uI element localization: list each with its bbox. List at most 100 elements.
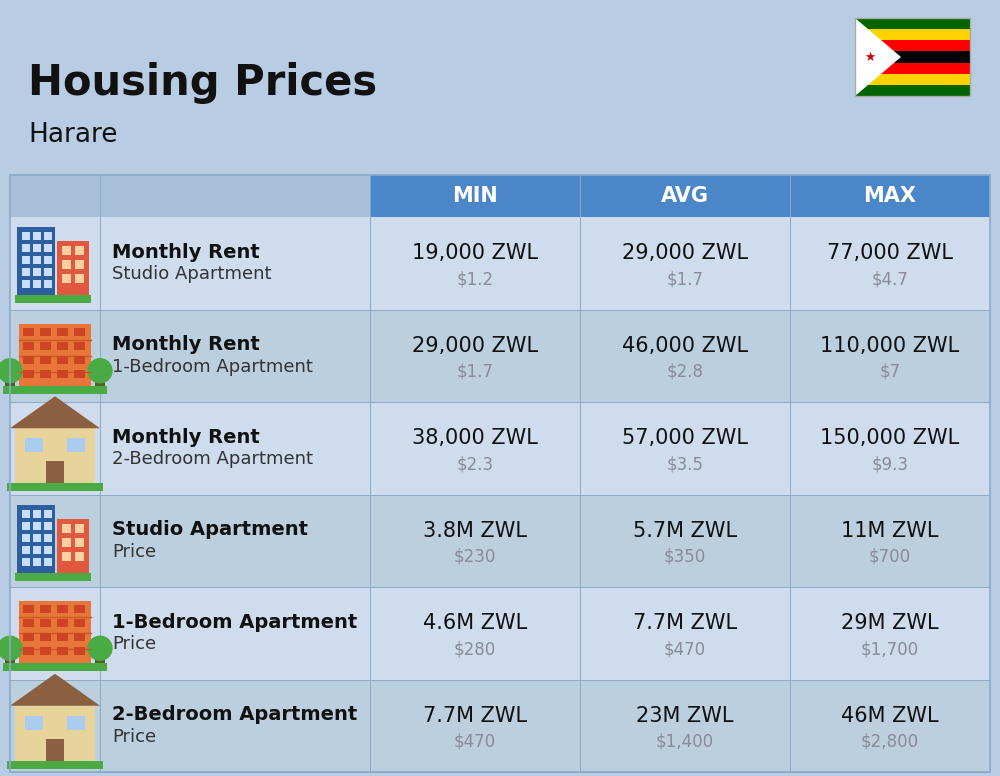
Text: MIN: MIN	[452, 186, 498, 206]
Text: $2,800: $2,800	[861, 733, 919, 750]
Bar	[10, 494, 990, 587]
Text: 38,000 ZWL: 38,000 ZWL	[412, 428, 538, 449]
Bar	[33, 534, 41, 542]
Bar	[33, 546, 41, 554]
Text: Harare: Harare	[28, 122, 118, 148]
Bar	[5, 374, 15, 388]
Bar	[7, 760, 103, 769]
Bar	[17, 504, 55, 573]
Bar	[855, 74, 970, 85]
Bar	[75, 246, 84, 255]
Text: $9.3: $9.3	[872, 456, 908, 473]
Text: 2-Bedroom Apartment: 2-Bedroom Apartment	[112, 450, 313, 469]
Text: $700: $700	[869, 548, 911, 566]
Bar	[57, 633, 68, 641]
Text: MAX: MAX	[864, 186, 916, 206]
Text: $1,700: $1,700	[861, 640, 919, 658]
Bar	[40, 605, 51, 613]
Bar	[44, 244, 52, 252]
Bar	[44, 521, 52, 530]
Bar	[33, 280, 41, 288]
Bar	[33, 256, 41, 265]
Bar	[46, 739, 64, 760]
Bar	[10, 217, 990, 310]
Circle shape	[88, 636, 112, 660]
Bar	[23, 327, 34, 336]
Text: Price: Price	[112, 636, 156, 653]
Bar	[19, 601, 91, 665]
Bar	[74, 605, 85, 613]
Text: 46,000 ZWL: 46,000 ZWL	[622, 336, 748, 355]
Text: $1,400: $1,400	[656, 733, 714, 750]
Bar	[33, 521, 41, 530]
Bar	[580, 175, 790, 217]
Bar	[95, 651, 105, 665]
Bar	[57, 647, 68, 655]
Bar	[10, 680, 990, 772]
Circle shape	[88, 359, 112, 383]
Bar	[67, 438, 85, 452]
Bar	[40, 633, 51, 641]
Bar	[22, 256, 30, 265]
Polygon shape	[855, 18, 901, 96]
Bar	[46, 461, 64, 483]
Bar	[15, 428, 95, 483]
Text: $2.3: $2.3	[456, 456, 494, 473]
Bar	[17, 227, 55, 295]
Text: 2-Bedroom Apartment: 2-Bedroom Apartment	[112, 705, 357, 724]
Text: Studio Apartment: Studio Apartment	[112, 265, 272, 283]
Text: $1.7: $1.7	[666, 270, 704, 288]
Bar	[62, 552, 71, 561]
Bar	[57, 241, 89, 295]
Text: $7: $7	[879, 362, 901, 381]
Bar	[33, 244, 41, 252]
Bar	[57, 327, 68, 336]
Bar	[22, 510, 30, 518]
Text: 1-Bedroom Apartment: 1-Bedroom Apartment	[112, 358, 313, 376]
Text: 4.6M ZWL: 4.6M ZWL	[423, 613, 527, 633]
Bar	[855, 18, 970, 29]
Bar	[19, 324, 91, 388]
Text: 19,000 ZWL: 19,000 ZWL	[412, 243, 538, 263]
Bar	[23, 619, 34, 627]
Text: 110,000 ZWL: 110,000 ZWL	[820, 336, 960, 355]
Bar	[855, 51, 970, 63]
Bar	[40, 647, 51, 655]
Bar	[33, 268, 41, 276]
Bar	[44, 558, 52, 566]
Bar	[25, 438, 43, 452]
Bar	[40, 369, 51, 378]
Text: 46M ZWL: 46M ZWL	[841, 705, 939, 726]
Bar	[33, 510, 41, 518]
Bar	[75, 260, 84, 269]
Text: 77,000 ZWL: 77,000 ZWL	[827, 243, 953, 263]
Text: 3.8M ZWL: 3.8M ZWL	[423, 521, 527, 541]
Bar	[22, 244, 30, 252]
Bar	[40, 327, 51, 336]
Bar	[44, 268, 52, 276]
Bar	[22, 232, 30, 241]
Text: 23M ZWL: 23M ZWL	[636, 705, 734, 726]
Bar	[23, 633, 34, 641]
Bar	[40, 355, 51, 364]
Text: Price: Price	[112, 543, 156, 561]
Bar	[23, 355, 34, 364]
Bar	[23, 605, 34, 613]
Bar	[57, 605, 68, 613]
Text: $3.5: $3.5	[666, 456, 704, 473]
Bar	[40, 341, 51, 350]
Bar	[44, 256, 52, 265]
Text: $4.7: $4.7	[872, 270, 908, 288]
Bar	[67, 715, 85, 729]
Text: Studio Apartment: Studio Apartment	[112, 520, 308, 539]
Text: 29,000 ZWL: 29,000 ZWL	[412, 336, 538, 355]
Text: Housing Prices: Housing Prices	[28, 62, 377, 104]
Text: $230: $230	[454, 548, 496, 566]
Circle shape	[0, 359, 22, 383]
Bar	[23, 647, 34, 655]
Bar	[790, 175, 990, 217]
Polygon shape	[10, 397, 100, 428]
Text: 11M ZWL: 11M ZWL	[841, 521, 939, 541]
Bar	[5, 651, 15, 665]
Bar	[75, 552, 84, 561]
